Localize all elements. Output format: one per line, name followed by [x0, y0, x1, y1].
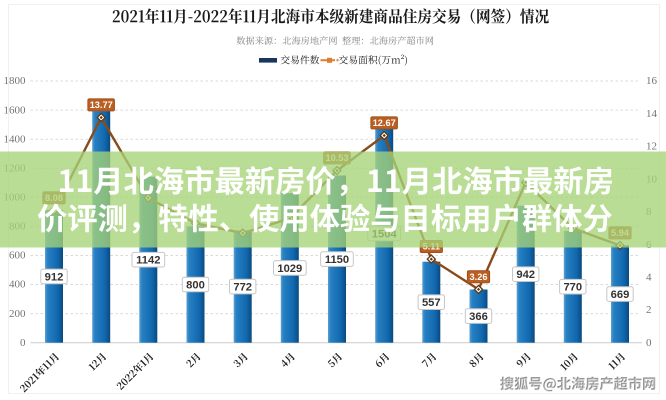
svg-text:0: 0 — [646, 337, 652, 349]
svg-text:0: 0 — [20, 337, 26, 349]
svg-text:12: 12 — [646, 141, 657, 153]
svg-text:14: 14 — [646, 108, 658, 120]
svg-text:4: 4 — [646, 272, 652, 284]
svg-text:3.26: 3.26 — [470, 272, 488, 282]
svg-text:912: 912 — [45, 271, 64, 283]
svg-text:16: 16 — [646, 75, 658, 87]
svg-text:400: 400 — [9, 279, 26, 291]
svg-text:600: 600 — [9, 250, 26, 262]
svg-text:1400: 1400 — [4, 133, 27, 145]
svg-text:772: 772 — [233, 282, 252, 294]
svg-text:557: 557 — [422, 297, 441, 309]
svg-text:1800: 1800 — [4, 75, 27, 87]
svg-text:200: 200 — [9, 308, 26, 320]
svg-text:942: 942 — [516, 269, 535, 281]
svg-text:770: 770 — [563, 282, 582, 294]
svg-text:13.77: 13.77 — [90, 100, 113, 110]
svg-text:800: 800 — [186, 280, 205, 292]
svg-text:366: 366 — [469, 311, 488, 323]
svg-text:1150: 1150 — [325, 254, 349, 266]
svg-text:1142: 1142 — [136, 255, 160, 267]
svg-text:1600: 1600 — [4, 104, 27, 116]
svg-text:1029: 1029 — [277, 263, 302, 275]
svg-text:669: 669 — [611, 289, 630, 301]
svg-text:12.67: 12.67 — [373, 118, 396, 128]
svg-text:2: 2 — [646, 304, 652, 316]
